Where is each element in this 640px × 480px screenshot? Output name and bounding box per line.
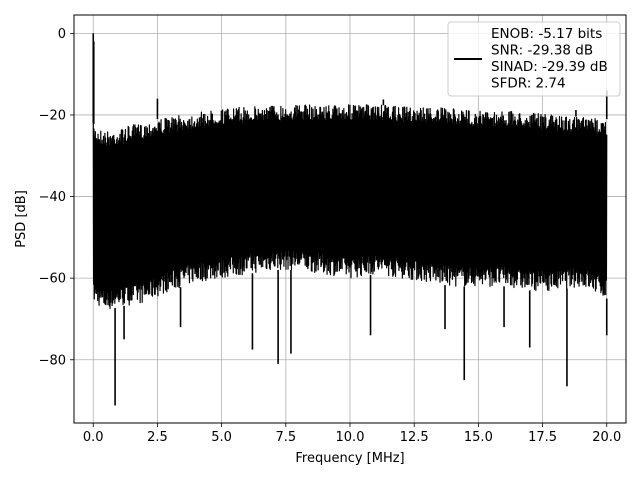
- x-axis-ticks: 0.0 2.5 5.0 7.5 10.0 12.5 15.0 17.5 20.0: [83, 423, 621, 445]
- x-tick-label: 7.5: [275, 430, 296, 445]
- x-axis-label: Frequency [MHz]: [295, 451, 404, 466]
- legend-line-enob: ENOB: -5.17 bits: [491, 26, 602, 42]
- series-psd: [92, 33, 608, 406]
- y-axis-label: PSD [dB]: [14, 190, 29, 248]
- legend-line-snr: SNR: -29.38 dB: [491, 43, 593, 59]
- x-tick-label: 0.0: [83, 430, 104, 445]
- y-tick-label: −20: [39, 108, 66, 123]
- y-tick-label: −80: [39, 353, 66, 368]
- x-tick-label: 15.0: [464, 430, 493, 445]
- psd-trace: [92, 104, 608, 310]
- x-tick-label: 20.0: [592, 430, 621, 445]
- x-tick-label: 2.5: [147, 430, 168, 445]
- x-tick-label: 10.0: [336, 430, 365, 445]
- legend: ENOB: -5.17 bits SNR: -29.38 dB SINAD: -…: [447, 21, 621, 97]
- x-tick-label: 5.0: [211, 430, 232, 445]
- legend-box: [447, 21, 621, 97]
- y-axis-ticks: 0 −20 −40 −60 −80: [39, 27, 74, 368]
- y-tick-label: 0: [58, 27, 66, 42]
- legend-line-sfdr: SFDR: 2.74: [491, 76, 566, 92]
- x-tick-label: 17.5: [528, 430, 557, 445]
- legend-line-sinad: SINAD: -29.39 dB: [491, 59, 608, 75]
- y-tick-label: −40: [39, 190, 66, 205]
- y-tick-label: −60: [39, 272, 66, 287]
- x-tick-label: 12.5: [400, 430, 429, 445]
